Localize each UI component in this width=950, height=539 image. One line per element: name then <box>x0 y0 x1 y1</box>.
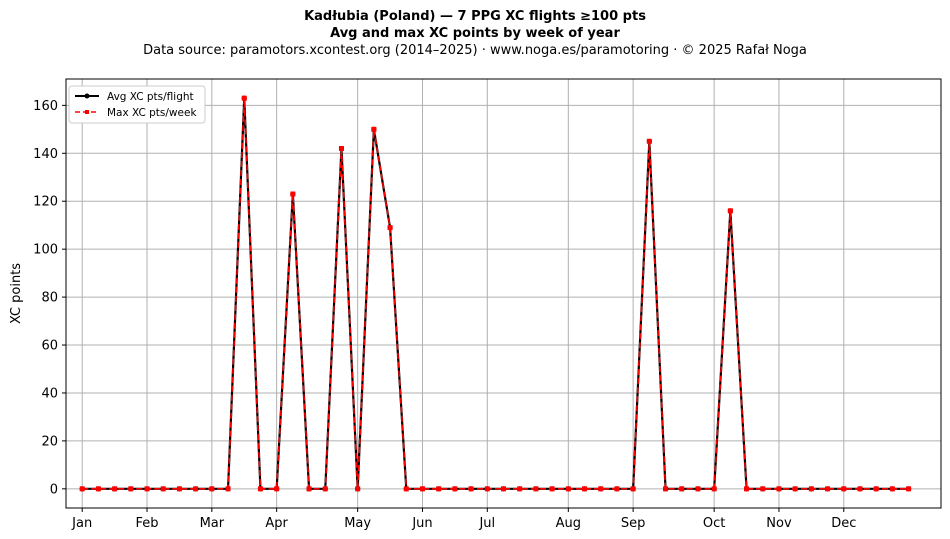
chart-title: Kadłubia (Poland) — 7 PPG XC flights ≥10… <box>304 9 646 24</box>
max-point-marker <box>841 486 847 492</box>
y-tick-label: 140 <box>33 147 58 162</box>
max-point-marker <box>565 486 571 492</box>
max-point-marker <box>306 486 312 492</box>
max-point-marker <box>889 486 895 492</box>
plot-frame <box>65 78 942 509</box>
y-tick-label: 40 <box>41 386 58 401</box>
max-point-marker <box>695 486 701 492</box>
x-tick-label: Nov <box>766 516 792 531</box>
max-point-marker <box>112 486 118 492</box>
max-point-marker <box>274 486 280 492</box>
y-tick-label: 100 <box>33 243 58 258</box>
max-point-marker <box>176 486 182 492</box>
max-point-marker <box>711 486 717 492</box>
max-point-marker <box>160 486 166 492</box>
max-point-marker <box>679 486 685 492</box>
max-point-marker <box>776 486 782 492</box>
max-point-marker <box>95 486 101 492</box>
legend-avg-marker <box>84 93 90 99</box>
y-tick-label: 20 <box>41 434 58 449</box>
max-point-marker <box>322 486 328 492</box>
y-tick-label: 0 <box>50 482 58 497</box>
max-point-marker <box>128 486 134 492</box>
x-tick-label: Oct <box>703 516 725 531</box>
x-tick-label: May <box>344 516 371 531</box>
x-tick-label: Jul <box>478 516 495 531</box>
axis-ticks: Jan Feb Mar Apr May Jun Jul Aug Sep Oct Nov Dec 0 20 4… <box>33 99 856 531</box>
max-point-marker <box>825 486 831 492</box>
x-tick-label: Mar <box>200 516 225 531</box>
max-point-marker <box>614 486 620 492</box>
x-tick-label: Sep <box>621 516 646 531</box>
x-tick-label: Apr <box>265 516 288 531</box>
max-point-marker <box>484 486 490 492</box>
max-point-marker <box>387 225 393 231</box>
max-point-marker <box>517 486 523 492</box>
legend-box <box>68 85 206 124</box>
max-point-marker <box>468 486 474 492</box>
legend-avg-label: Avg XC pts/flight <box>107 91 194 103</box>
max-point-marker <box>79 486 85 492</box>
y-tick-label: 60 <box>41 339 58 354</box>
max-point-marker <box>403 486 409 492</box>
max-point-marker <box>533 486 539 492</box>
series-line-max <box>82 97 909 490</box>
max-point-marker <box>549 486 555 492</box>
max-point-marker <box>355 486 361 492</box>
max-point-marker <box>727 208 733 214</box>
max-point-marker <box>501 486 506 492</box>
chart-subtitle: Avg and max XC points by week of year <box>330 26 620 41</box>
max-point-marker <box>646 138 652 144</box>
max-point-marker <box>290 191 296 197</box>
max-point-marker <box>792 486 798 492</box>
max-point-marker <box>225 486 231 492</box>
y-tick-label: 160 <box>33 99 58 114</box>
max-point-marker <box>257 486 263 492</box>
max-point-marker <box>209 486 215 492</box>
x-tick-label: Dec <box>831 516 856 531</box>
max-point-marker <box>760 486 766 492</box>
legend: Avg XC pts/flight Max XC pts/week <box>68 85 206 124</box>
y-tick-label: 80 <box>41 291 58 306</box>
max-point-marker <box>419 486 425 492</box>
legend-max-marker <box>85 110 89 114</box>
max-point-marker <box>873 486 879 492</box>
max-point-marker <box>371 126 377 132</box>
x-tick-label: Jan <box>71 516 92 531</box>
max-point-marker <box>144 486 150 492</box>
max-point-marker <box>338 146 344 152</box>
max-point-marker <box>452 486 458 492</box>
max-point-marker <box>582 486 588 492</box>
y-axis-label: XC points <box>9 263 24 324</box>
series-group <box>79 95 912 492</box>
series-line-avg <box>82 97 909 490</box>
legend-max-label: Max XC pts/week <box>107 107 197 119</box>
max-point-marker <box>808 486 814 492</box>
x-tick-label: Aug <box>556 516 581 531</box>
x-tick-label: Feb <box>136 516 159 531</box>
x-tick-label: Jun <box>411 516 432 531</box>
max-point-marker <box>598 486 604 492</box>
max-point-marker <box>630 486 636 492</box>
y-tick-label: 120 <box>33 195 58 210</box>
chart-titles: Kadłubia (Poland) — 7 PPG XC flights ≥10… <box>0 8 950 59</box>
max-point-marker <box>663 486 669 492</box>
max-point-marker <box>744 486 750 492</box>
max-point-marker <box>241 95 247 101</box>
grid-lines <box>66 79 941 508</box>
max-point-marker <box>436 486 442 492</box>
max-point-marker <box>857 486 863 492</box>
max-point-marker <box>906 486 912 492</box>
chart-source-note: Data source: paramotors.xcontest.org (20… <box>143 43 807 58</box>
max-point-marker <box>193 486 199 492</box>
